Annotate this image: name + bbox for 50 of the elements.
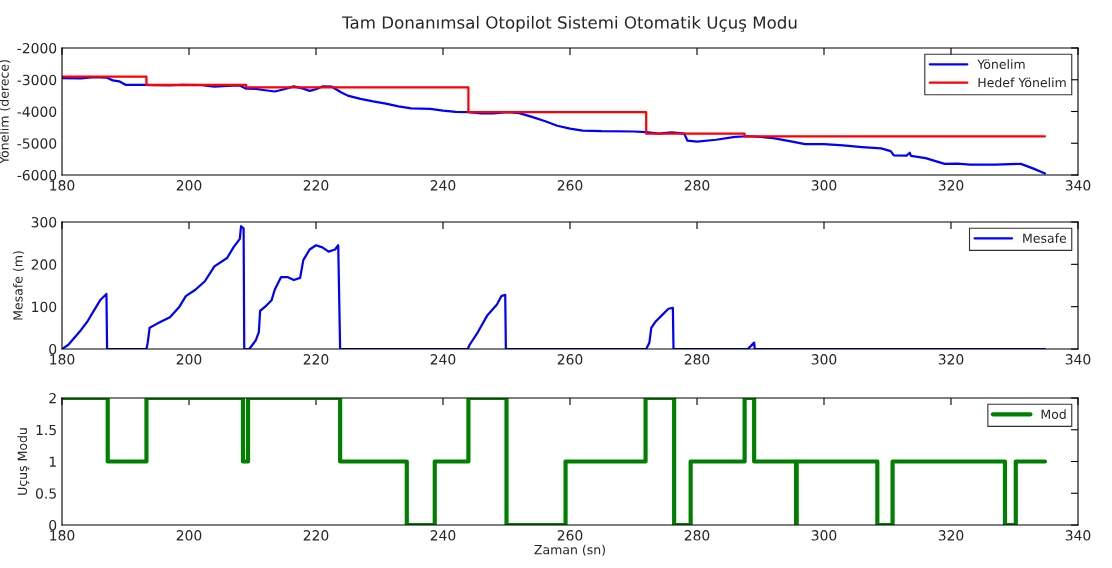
- y-tick-label: 1.5: [36, 424, 56, 436]
- y-tick-label: -3000: [17, 74, 57, 86]
- y-tick-label: 200: [31, 259, 57, 270]
- y-tick-label: -5000: [17, 138, 57, 149]
- x-tick-label: 300: [811, 530, 837, 541]
- x-tick-label: 240: [430, 180, 456, 191]
- x-tick-label: 240: [430, 530, 456, 541]
- legend-label: Yönelim: [977, 59, 1025, 69]
- legend-label: Mod: [1041, 409, 1066, 419]
- x-tick-label: 180: [50, 180, 75, 191]
- x-tick-label: 220: [303, 354, 329, 365]
- x-tick-label: 280: [684, 530, 710, 541]
- x-tick-label: 180: [50, 354, 75, 365]
- x-tick-label: 260: [557, 530, 583, 541]
- y-tick-label: 300: [31, 216, 57, 228]
- x-tick-label: 340: [1065, 354, 1091, 365]
- y-tick-label: 0: [49, 343, 57, 355]
- x-tick-label: 260: [557, 354, 583, 365]
- y-tick-label: 2: [49, 392, 56, 404]
- x-tick-label: 180: [50, 530, 75, 541]
- x-tick-label: 340: [1065, 530, 1091, 541]
- y-tick-label: 1: [49, 456, 56, 467]
- x-tick-label: 320: [938, 354, 964, 365]
- x-tick-label: 220: [303, 180, 329, 191]
- x-tick-label: 320: [938, 530, 964, 541]
- x-tick-label: 300: [811, 180, 837, 191]
- y-axis-title: Yönelim (derece): [0, 60, 11, 164]
- x-tick-label: 200: [176, 354, 202, 365]
- y-tick-label: 0: [49, 519, 57, 531]
- legend-label: Hedef Yönelim: [978, 77, 1066, 88]
- y-tick-label: -4000: [17, 106, 57, 117]
- y-tick-label: 100: [32, 301, 57, 313]
- x-tick-label: 240: [430, 354, 456, 365]
- y-axis-title: Uçuş Modu: [17, 428, 30, 495]
- x-tick-label: 260: [557, 180, 583, 191]
- y-tick-label: -2000: [17, 42, 57, 54]
- x-tick-label: 200: [176, 530, 202, 541]
- y-tick-label: -6000: [17, 169, 57, 181]
- x-tick-label: 200: [176, 180, 202, 191]
- y-axis-title: Mesafe (m): [12, 251, 25, 320]
- x-tick-label: 220: [303, 530, 329, 541]
- chart-title: Tam Donanımsal Otopilot Sistemi Otomatik Uçuş Modu: [342, 15, 797, 33]
- x-axis-title: Zaman (sn): [534, 544, 605, 556]
- x-tick-label: 320: [938, 180, 964, 191]
- x-tick-label: 340: [1065, 180, 1091, 191]
- legend-label: Mesafe: [1023, 233, 1067, 243]
- y-tick-label: 0.5: [35, 488, 56, 499]
- x-tick-label: 280: [684, 180, 710, 191]
- x-tick-label: 300: [811, 354, 837, 365]
- x-tick-label: 280: [684, 354, 710, 365]
